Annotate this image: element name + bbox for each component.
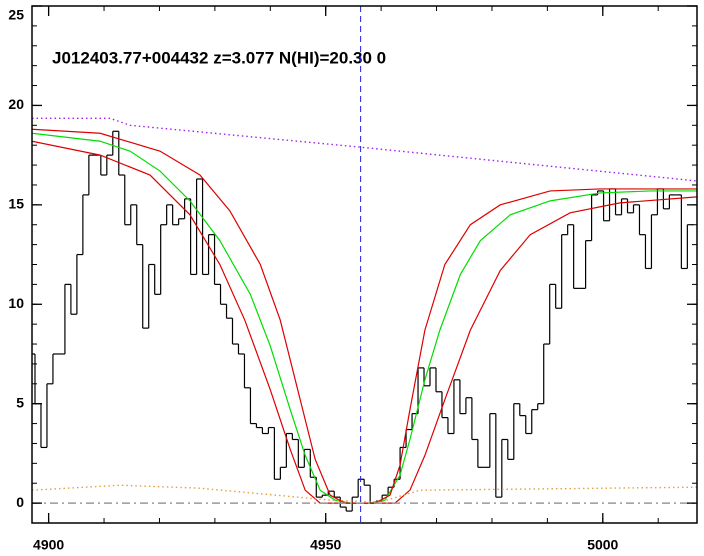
- x-tick-label: 4950: [310, 537, 341, 553]
- chart-title: J012403.77+004432 z=3.077 N(HI)=20.30 0: [52, 48, 386, 67]
- y-tick-label: 10: [8, 295, 24, 311]
- y-tick-label: 5: [16, 394, 24, 410]
- y-tick-label: 15: [8, 196, 24, 212]
- y-tick-label: 0: [16, 494, 24, 510]
- y-tick-label: 25: [8, 7, 24, 23]
- plot-area: [32, 117, 697, 512]
- x-tick-label: 5000: [587, 537, 618, 553]
- y-tick-label: 20: [8, 96, 24, 112]
- model-line: [32, 117, 697, 182]
- x-tick-label: 4900: [33, 537, 64, 553]
